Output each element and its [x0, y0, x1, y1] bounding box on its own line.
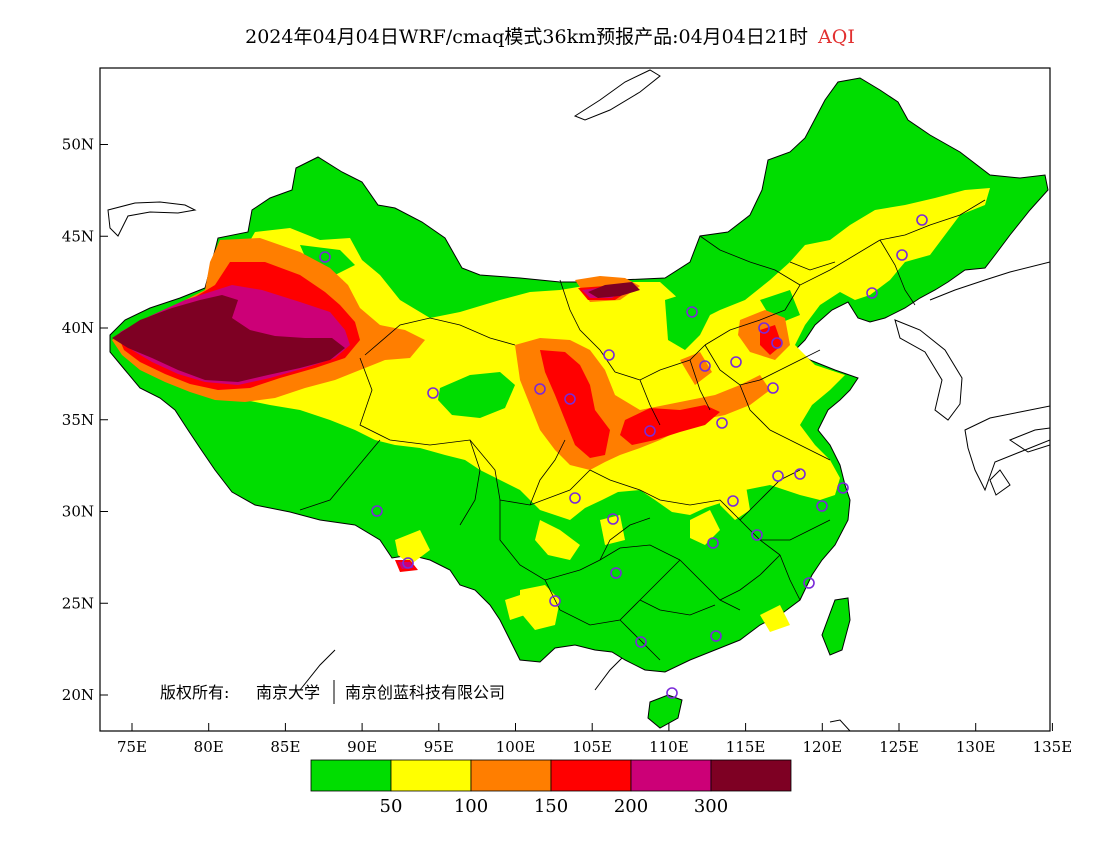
legend-swatch: [470, 759, 552, 792]
station-marker: [427, 387, 439, 399]
station-marker: [607, 513, 619, 525]
title-main: 2024年04月04日WRF/cmaq模式36km预报产品:04月04日21时: [245, 26, 809, 48]
station-marker: [916, 214, 928, 226]
hainan-island: [647, 694, 683, 729]
map-frame: [99, 67, 1051, 732]
lon-tick-label: 80E: [194, 738, 224, 756]
lon-tick-label: 95E: [424, 738, 454, 756]
taiwan-island: [821, 597, 851, 656]
longitude-axis: 75E 80E 85E 90E 95E 100E 105E 110E 115E 120E 125E 1…: [117, 723, 1072, 756]
lat-tick-label: 40N: [62, 319, 94, 337]
lat-tick-label: 50N: [62, 136, 94, 154]
legend-swatch: [630, 759, 712, 792]
lat-tick-label: 20N: [62, 686, 94, 704]
lon-tick-label: 90E: [347, 738, 377, 756]
station-marker: [666, 687, 678, 699]
latitude-axis: 20N 25N 30N 35N 40N 45N 50N: [62, 136, 108, 704]
legend-threshold-label: 300: [694, 796, 728, 817]
lat-tick-label: 45N: [62, 227, 94, 245]
lon-tick-label: 105E: [572, 738, 612, 756]
station-marker: [644, 425, 656, 437]
legend-swatch: [390, 759, 472, 792]
map-content: 版权所有: 南京大学 南京创蓝科技有限公司: [107, 69, 1050, 731]
station-marker: [402, 557, 414, 569]
station-marker: [896, 249, 908, 261]
station-marker: [866, 287, 878, 299]
lon-tick-label: 75E: [117, 738, 147, 756]
lat-tick-label: 35N: [62, 411, 94, 429]
copyright-org2: 南京创蓝科技有限公司: [345, 683, 505, 702]
legend-threshold-label: 200: [614, 796, 648, 817]
aqi-color-legend: 50 100 150 200 300: [310, 759, 792, 817]
lon-tick-label: 115E: [726, 738, 766, 756]
aqi-band-300-plus: [112, 282, 640, 382]
station-marker: [710, 630, 722, 642]
lat-tick-label: 25N: [62, 594, 94, 612]
station-marker: [686, 306, 698, 318]
station-marker: [635, 636, 647, 648]
legend-threshold-label: 50: [380, 796, 403, 817]
title-variable: AQI: [818, 26, 855, 48]
station-marker: [610, 567, 622, 579]
legend-swatch: [310, 759, 392, 792]
station-markers: [319, 214, 928, 699]
station-marker: [534, 383, 546, 395]
station-marker: [771, 337, 783, 349]
legend-threshold-label: 150: [534, 796, 568, 817]
station-marker: [816, 500, 828, 512]
station-marker: [319, 251, 331, 263]
station-marker: [716, 417, 728, 429]
station-marker: [794, 468, 806, 480]
lon-tick-label: 135E: [1033, 738, 1073, 756]
station-marker: [549, 595, 561, 607]
station-marker: [727, 495, 739, 507]
copyright-prefix: 版权所有:: [160, 683, 229, 702]
lat-tick-label: 30N: [62, 503, 94, 521]
station-marker: [751, 529, 763, 541]
station-marker: [699, 360, 711, 372]
station-marker: [603, 349, 615, 361]
station-marker: [730, 356, 742, 368]
station-marker: [569, 492, 581, 504]
station-marker: [803, 577, 815, 589]
legend-threshold-label: 100: [454, 796, 488, 817]
station-marker: [767, 382, 779, 394]
legend-swatch: [710, 759, 792, 792]
neighbour-coastlines: [107, 69, 1050, 731]
province-boundaries: [299, 199, 986, 661]
lon-tick-label: 110E: [649, 738, 689, 756]
station-marker: [837, 482, 849, 494]
lon-tick-label: 85E: [270, 738, 300, 756]
lon-tick-label: 130E: [956, 738, 996, 756]
lon-tick-label: 120E: [803, 738, 843, 756]
lon-tick-label: 125E: [879, 738, 919, 756]
station-marker: [371, 505, 383, 517]
station-marker: [758, 322, 770, 334]
station-marker: [564, 393, 576, 405]
station-marker: [772, 470, 784, 482]
station-marker: [707, 537, 719, 549]
lon-tick-label: 100E: [496, 738, 536, 756]
legend-swatch: [550, 759, 632, 792]
map-title: 2024年04月04日WRF/cmaq模式36km预报产品:04月04日21时 A…: [0, 22, 1100, 49]
copyright-org1: 南京大学: [256, 683, 320, 702]
